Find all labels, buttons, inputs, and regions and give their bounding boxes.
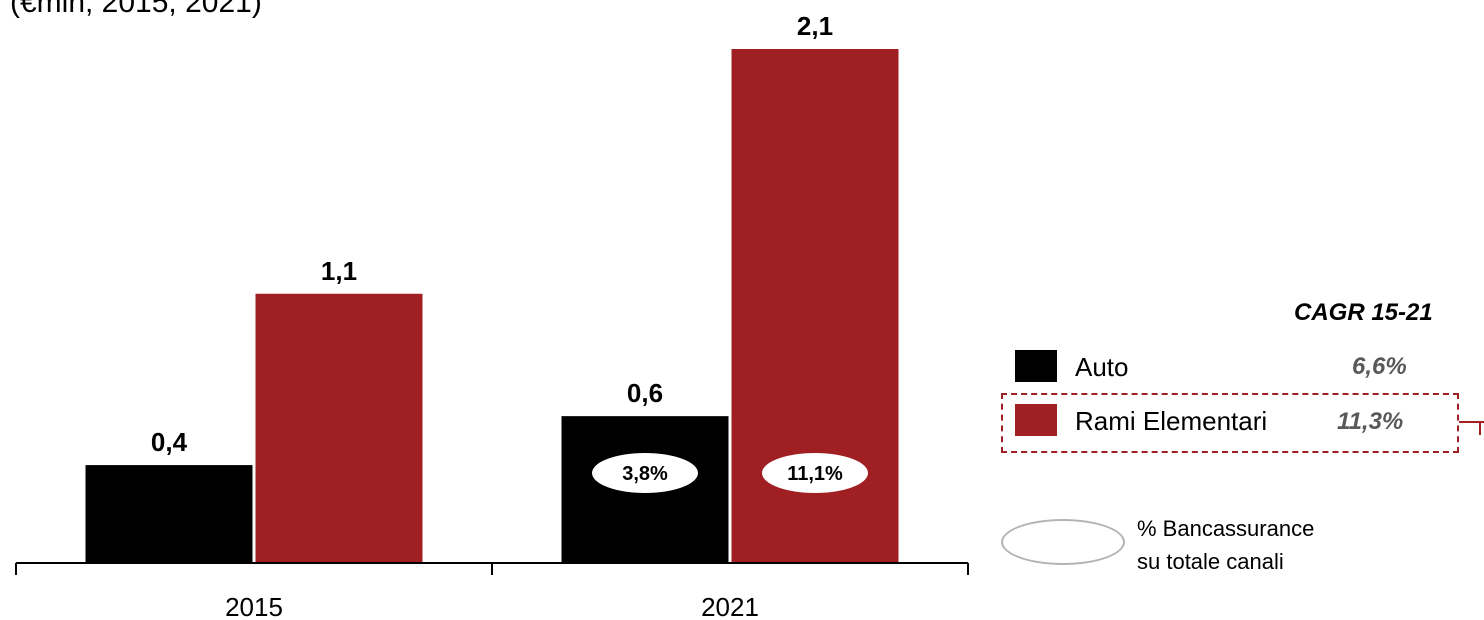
share-ellipse-legend-icon [1001, 519, 1125, 565]
data-label-rami-elementari-2021: 2,1 [797, 11, 833, 41]
data-label-auto-2021: 0,6 [627, 378, 663, 408]
share-ellipse-description: % Bancassurance su totale canali [1137, 512, 1314, 578]
cagr-header: CAGR 15-21 [1294, 299, 1433, 326]
data-label-rami-elementari-2015: 1,1 [321, 256, 357, 286]
legend-swatch-rami [1015, 404, 1057, 436]
bar-chart: 0,4 1,1 2015 0,6 2,1 2021 3,8% 11,1% [15, 11, 969, 620]
x-tick-label-2015: 2015 [225, 592, 283, 620]
share-label-rami-elementari-2021: 11,1% [787, 463, 843, 485]
cagr-value-rami: 11,3% [1337, 408, 1404, 435]
x-tick-label-2021: 2021 [701, 592, 759, 620]
share-label-auto-2021: 3,8% [622, 463, 668, 485]
legend-swatch-auto [1015, 350, 1057, 382]
rami-connector-line [1459, 421, 1484, 423]
share-ellipse-rami-elementari-2021 [762, 453, 868, 493]
data-label-auto-2015: 0,4 [151, 427, 188, 457]
share-ellipse-auto-2021 [592, 453, 698, 493]
rami-highlight-box [1001, 393, 1459, 453]
bar-auto-2015 [85, 465, 253, 563]
share-description-line-1: % Bancassurance [1137, 516, 1315, 541]
cagr-value-auto: 6,6% [1352, 353, 1407, 380]
rami-connector-tick [1479, 421, 1481, 435]
chart-subtitle: (€mln, 2015, 2021) [10, 0, 262, 19]
legend-label-rami: Rami Elementari [1075, 406, 1268, 436]
legend-label-auto: Auto [1075, 352, 1129, 382]
share-description-line-2: su totale canali [1137, 549, 1284, 574]
bar-rami-elementari-2015 [255, 293, 423, 563]
